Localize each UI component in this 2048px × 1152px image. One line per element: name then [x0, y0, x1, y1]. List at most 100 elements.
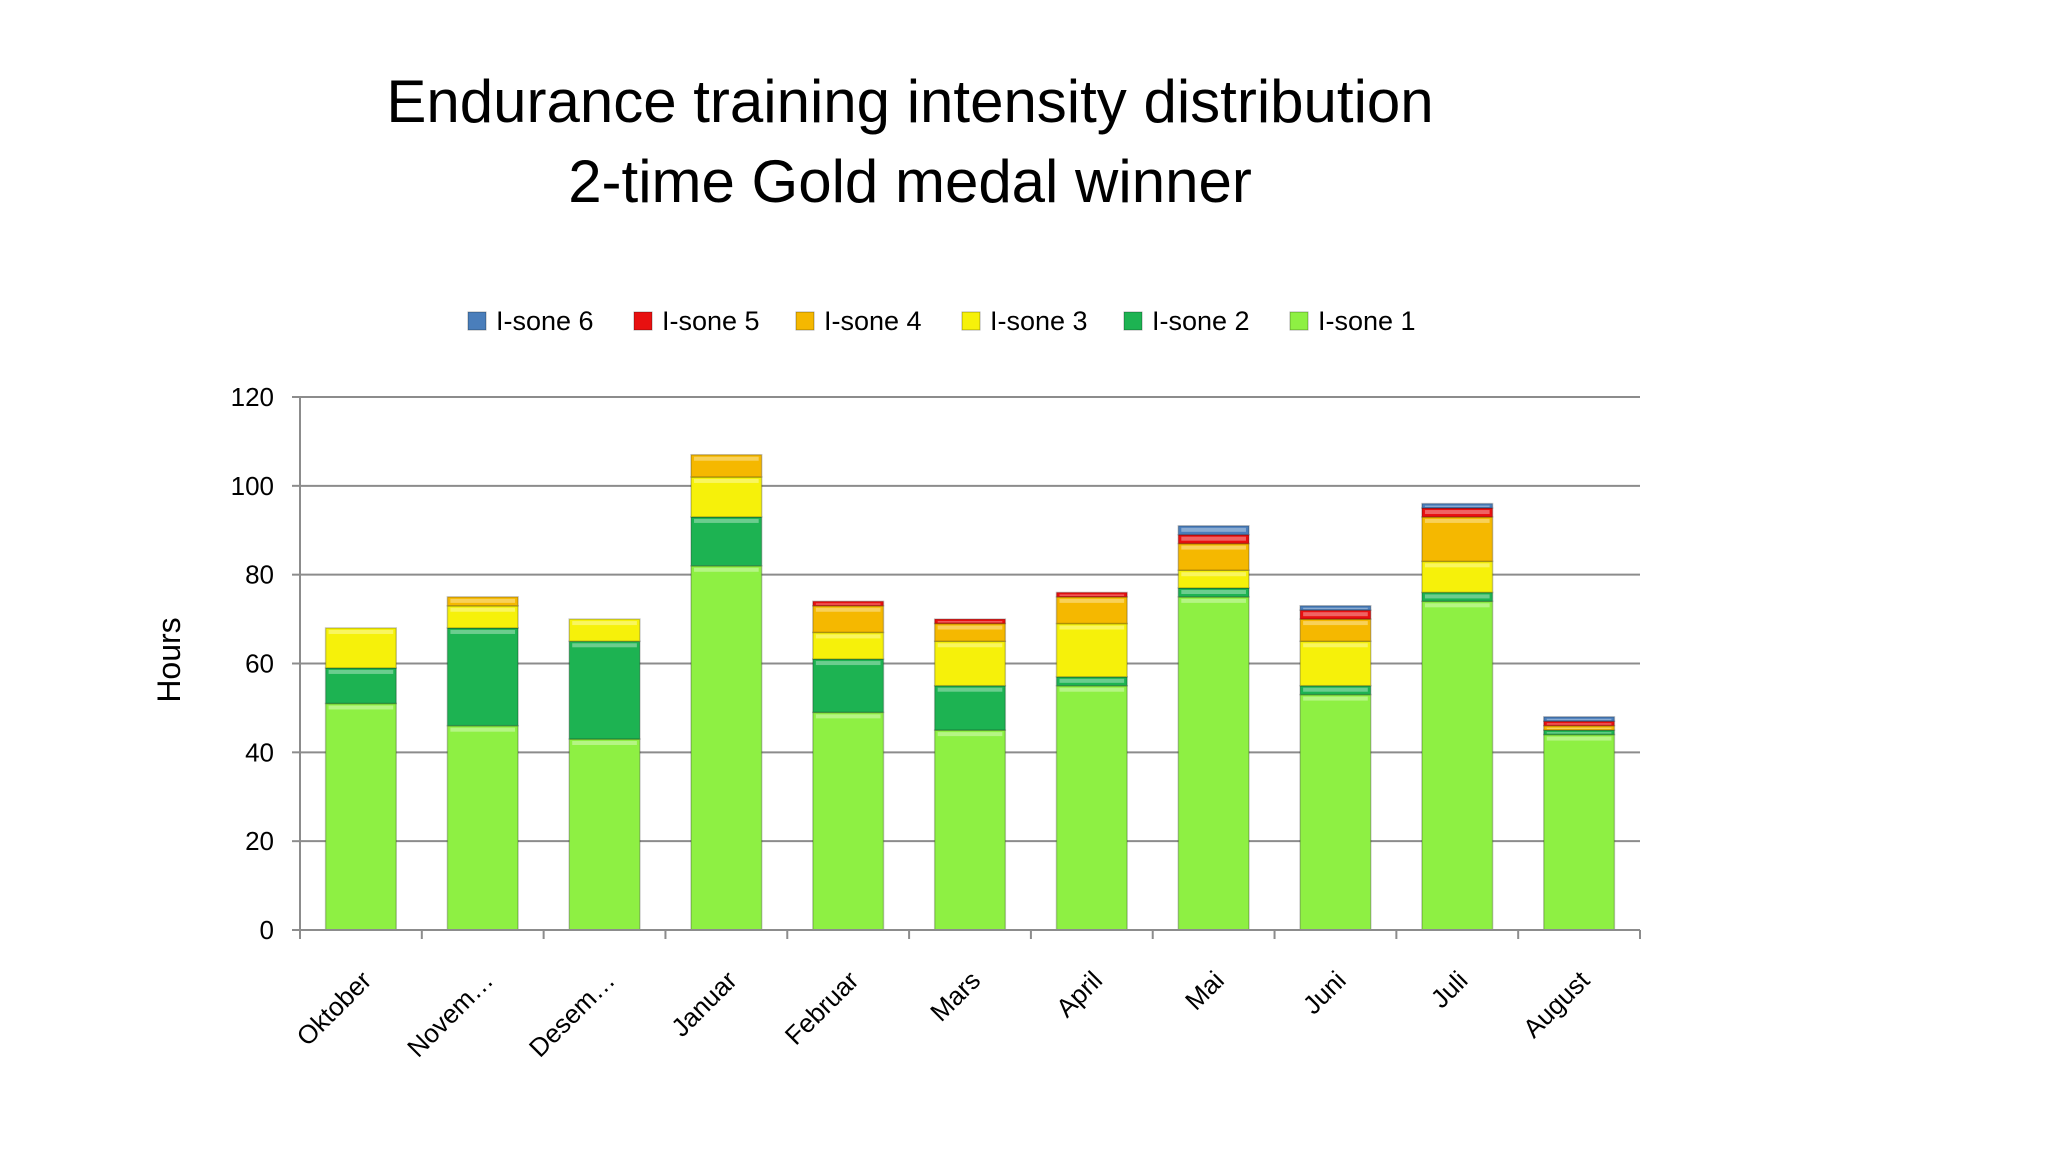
bar-segment	[568, 618, 641, 643]
legend-label: I-sone 3	[990, 306, 1088, 336]
bar-segment-highlight	[1059, 598, 1125, 603]
bar-segment	[1299, 693, 1372, 931]
legend-label: I-sone 6	[496, 306, 594, 336]
bar-segment-highlight	[1424, 518, 1490, 523]
bar-segment	[324, 702, 397, 931]
bar-segment-highlight	[1181, 589, 1246, 594]
bar-segment-highlight	[1181, 536, 1246, 541]
bar-segment-highlight	[694, 567, 759, 572]
bar-segment	[1177, 596, 1250, 931]
bar-segment-highlight	[572, 621, 637, 626]
chart-subtitle: 2-time Gold medal winner	[568, 148, 1252, 215]
bar-segment-highlight	[1059, 678, 1125, 683]
x-tick-label: April	[1050, 965, 1108, 1023]
bar-segment-highlight	[815, 661, 881, 666]
x-tick-label: August	[1517, 964, 1596, 1043]
bar-segment-highlight	[1424, 563, 1490, 568]
bar-segment	[568, 738, 641, 931]
bar-segment-highlight	[1059, 594, 1125, 596]
legend-item: I-sone 3	[961, 306, 1088, 336]
bar-segment	[933, 618, 1007, 625]
bar-segment-highlight	[1546, 727, 1612, 730]
bar-segment	[324, 667, 397, 705]
bar-segment-highlight	[572, 643, 637, 648]
chart-title: Endurance training intensity distributio…	[386, 68, 1434, 135]
bar-segment	[1055, 622, 1128, 678]
x-tick-label: Juli	[1425, 965, 1474, 1014]
bar-segment-highlight	[1424, 603, 1490, 608]
bar-segment	[812, 600, 885, 607]
bar-segment	[690, 476, 763, 518]
bar-segment-highlight	[1303, 687, 1368, 692]
bar-segment	[933, 684, 1007, 731]
bar-segment	[1299, 605, 1372, 611]
y-axis-title: Hours	[151, 617, 187, 702]
bar-segment-highlight	[450, 607, 516, 612]
bar-segment	[446, 596, 519, 607]
bar-segment-highlight	[1303, 696, 1368, 701]
bar-segment-highlight	[937, 687, 1003, 692]
bar-segment-highlight	[937, 621, 1003, 623]
bar-segment-highlight	[1546, 723, 1612, 725]
bar-segment-highlight	[1181, 545, 1246, 550]
bar-segment	[1543, 733, 1616, 931]
bar-segment	[933, 729, 1007, 931]
legend-swatch	[1123, 311, 1143, 331]
legend: I-sone 6 I-sone 5 I-sone 4 I-sone 3 I-sone 2…	[467, 306, 1416, 336]
bar-segment	[690, 516, 763, 567]
bar-segment	[812, 658, 885, 714]
bar-segment	[812, 711, 885, 931]
bar-segment-highlight	[694, 518, 759, 523]
bar-segment-highlight	[1424, 505, 1490, 508]
bar-segment-highlight	[1303, 621, 1368, 626]
y-tick-label: 100	[231, 471, 274, 501]
bar-segment-highlight	[328, 629, 394, 634]
x-tick-label: Januar	[665, 965, 743, 1043]
bar-segment	[1543, 724, 1616, 731]
bar-segment	[933, 640, 1007, 687]
y-tick-label: 0	[260, 915, 274, 945]
bar-segment-highlight	[1059, 687, 1125, 692]
bar-segment	[1421, 600, 1494, 931]
legend-swatch	[633, 311, 653, 331]
legend-item: I-sone 2	[1123, 306, 1250, 336]
bar-segment	[1177, 525, 1250, 536]
y-tick-label: 20	[245, 826, 274, 856]
bar-segment	[568, 640, 641, 740]
bar-segment	[446, 724, 519, 931]
legend-swatch	[795, 311, 815, 331]
legend-label: I-sone 2	[1152, 306, 1250, 336]
bar-segment-highlight	[1059, 625, 1125, 630]
legend-swatch	[961, 311, 981, 331]
legend-item: I-sone 1	[1289, 306, 1416, 336]
x-tick-label: Mars	[924, 965, 986, 1027]
legend-item: I-sone 5	[633, 306, 760, 336]
bar-segment	[690, 453, 763, 478]
x-tick-label: Novem…	[401, 965, 499, 1063]
bar-segment-highlight	[937, 732, 1003, 737]
x-tick-label: Desem…	[523, 965, 621, 1063]
bar-segment	[446, 627, 519, 727]
bar-segment-highlight	[450, 629, 516, 634]
bars	[324, 453, 1616, 931]
bar-segment-highlight	[328, 705, 394, 710]
x-tick-label: Mai	[1179, 965, 1230, 1016]
bar-segment-highlight	[328, 669, 394, 674]
bar-segment	[324, 627, 397, 669]
bar-segment-highlight	[1181, 572, 1246, 577]
bar-segment	[1177, 542, 1250, 571]
bar-segment-highlight	[815, 714, 881, 719]
bar-segment	[1421, 502, 1494, 509]
bar-segment-highlight	[1303, 612, 1368, 617]
x-tick-label: Juni	[1297, 965, 1352, 1020]
legend-label: I-sone 1	[1318, 306, 1416, 336]
bar-segment	[812, 631, 885, 660]
bar-segment-highlight	[1303, 643, 1368, 648]
legend-swatch	[1289, 311, 1309, 331]
bar-segment-highlight	[937, 643, 1003, 648]
bar-segment-highlight	[1181, 598, 1246, 603]
bar-segment-highlight	[572, 741, 637, 746]
bar-segment	[1421, 516, 1494, 563]
legend-label: I-sone 5	[662, 306, 760, 336]
